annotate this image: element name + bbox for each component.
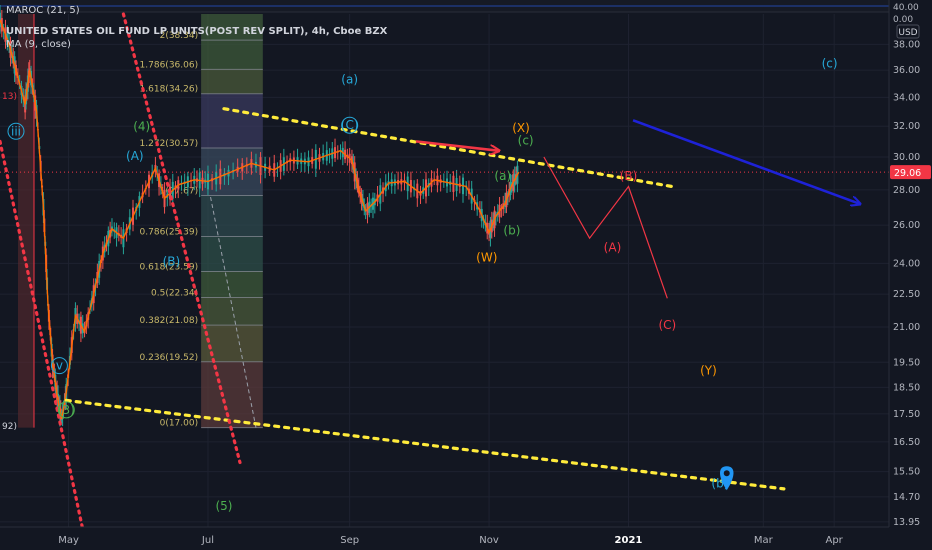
x-tick-label: 2021 [615, 535, 643, 546]
trend-line-red-channel-left [0, 139, 84, 529]
x-tick-label: Mar [754, 535, 774, 546]
wave-label: (c) [518, 133, 534, 147]
map-pin-icon [719, 466, 734, 491]
y-tick-label: 34.00 [893, 92, 920, 103]
wave-label: (C) [658, 318, 676, 332]
wave-label: (c) [822, 56, 838, 70]
y-tick-label: 22.50 [893, 289, 920, 300]
wave-label: (B) [620, 169, 638, 183]
fib-level-label: 0(17.00) [160, 419, 199, 429]
fib-level-label: 1(27.67) [160, 187, 199, 197]
x-tick-label: May [58, 535, 79, 546]
wave-label: iii [11, 124, 21, 138]
y-tick-label: 17.50 [893, 409, 920, 420]
fib-level-label: 2(38.34) [160, 31, 199, 41]
fib-band [201, 271, 263, 298]
wave-label-circle [7, 122, 25, 140]
wave-label: (5) [215, 499, 232, 513]
y-tick-label: 38.00 [893, 39, 920, 50]
symbol-title[interactable]: UNITED STATES OIL FUND LP UNITS(POST REV… [6, 26, 388, 37]
red-arrow [415, 140, 498, 150]
fib-level-label: 1.786(36.06) [140, 60, 199, 70]
fib-level-label: 0.618(23.59) [140, 263, 199, 273]
fib-level-label: 1.272(30.57) [140, 139, 199, 149]
x-axis-panel [0, 527, 932, 550]
fib-diagonal [209, 195, 257, 428]
trend-line-lower-support [64, 398, 786, 491]
blue-arrow [632, 119, 859, 203]
y-tick-label: 36.00 [893, 65, 920, 76]
wave-label: (b) [503, 223, 520, 237]
wave-label: (X) [512, 121, 530, 135]
wave-label: (W) [476, 250, 497, 264]
y-tick-label: 18.50 [893, 382, 920, 393]
y-tick-label: 26.00 [893, 220, 920, 231]
wave-label-circle [341, 116, 359, 134]
fib-level-label: 0.5(22.34) [151, 288, 198, 298]
indicator-label: MAROC (21, 5) [6, 5, 80, 16]
ma-line [0, 19, 520, 420]
candle-body [60, 419, 63, 421]
wave-label: (A) [604, 241, 622, 255]
y-tick-label: 21.00 [893, 322, 920, 333]
left-edge-label: 92) [2, 422, 17, 432]
wave-label: (4) [133, 120, 150, 134]
y-tick-label: 14.70 [893, 492, 920, 503]
y-tick-label: 28.00 [893, 185, 920, 196]
wave-label: (C) [341, 118, 359, 132]
fib-band [201, 236, 263, 272]
wave-label: (A) [126, 149, 144, 163]
osc-tick-label: 40.00 [893, 3, 919, 13]
y-tick-label: 32.00 [893, 121, 920, 132]
y-tick-label: 15.50 [893, 467, 920, 478]
y-tick-label: 16.50 [893, 437, 920, 448]
y-tick-label: 30.00 [893, 152, 920, 163]
currency-box [896, 24, 920, 39]
y-axis-panel [889, 0, 932, 550]
fib-band [201, 195, 263, 237]
fib-level-label: 0.236(19.52) [140, 353, 199, 363]
wave-label: (a) [341, 73, 358, 87]
currency-label: USD [898, 28, 917, 38]
left-edge-label: 13) [2, 92, 17, 102]
wave-label: (B) [163, 254, 181, 268]
ma-label[interactable]: MA (9, close) [6, 39, 71, 50]
y-tick-label: 13.95 [893, 517, 920, 528]
trend-line-red-channel-right [121, 12, 242, 465]
projection-path [543, 156, 668, 299]
left-range-bar [18, 14, 34, 428]
x-tick-label: Jul [201, 535, 214, 546]
y-tick-label: 19.50 [893, 357, 920, 368]
fib-band [201, 325, 263, 362]
fib-band [201, 69, 263, 94]
fib-band [201, 297, 263, 326]
fib-band [201, 40, 263, 70]
map-pin-icon-hole [723, 470, 730, 477]
fib-band [201, 93, 263, 149]
osc-tick-label: 0.00 [893, 15, 913, 25]
x-tick-label: Apr [825, 535, 843, 546]
wave-label: (Y) [700, 364, 717, 378]
fib-level-label: 1.618(34.26) [140, 85, 199, 95]
last-price-label: 29.06 [894, 168, 921, 179]
wave-label: (a) [494, 169, 511, 183]
wave-label-circle [50, 357, 68, 375]
trend-line-upper-resistance [222, 107, 674, 189]
wave-label: (3) [58, 403, 75, 417]
x-tick-label: Nov [479, 535, 499, 546]
fib-band-top [201, 14, 263, 41]
y-tick-label: 24.00 [893, 258, 920, 269]
x-tick-label: Sep [340, 535, 359, 546]
wave-label: v [56, 359, 63, 373]
fib-level-label: 0.786(25.39) [140, 227, 199, 237]
last-price-tag [890, 165, 931, 180]
fib-band [201, 361, 263, 428]
wave-label-circle [57, 401, 75, 419]
fib-level-label: 0.382(21.08) [140, 316, 199, 326]
